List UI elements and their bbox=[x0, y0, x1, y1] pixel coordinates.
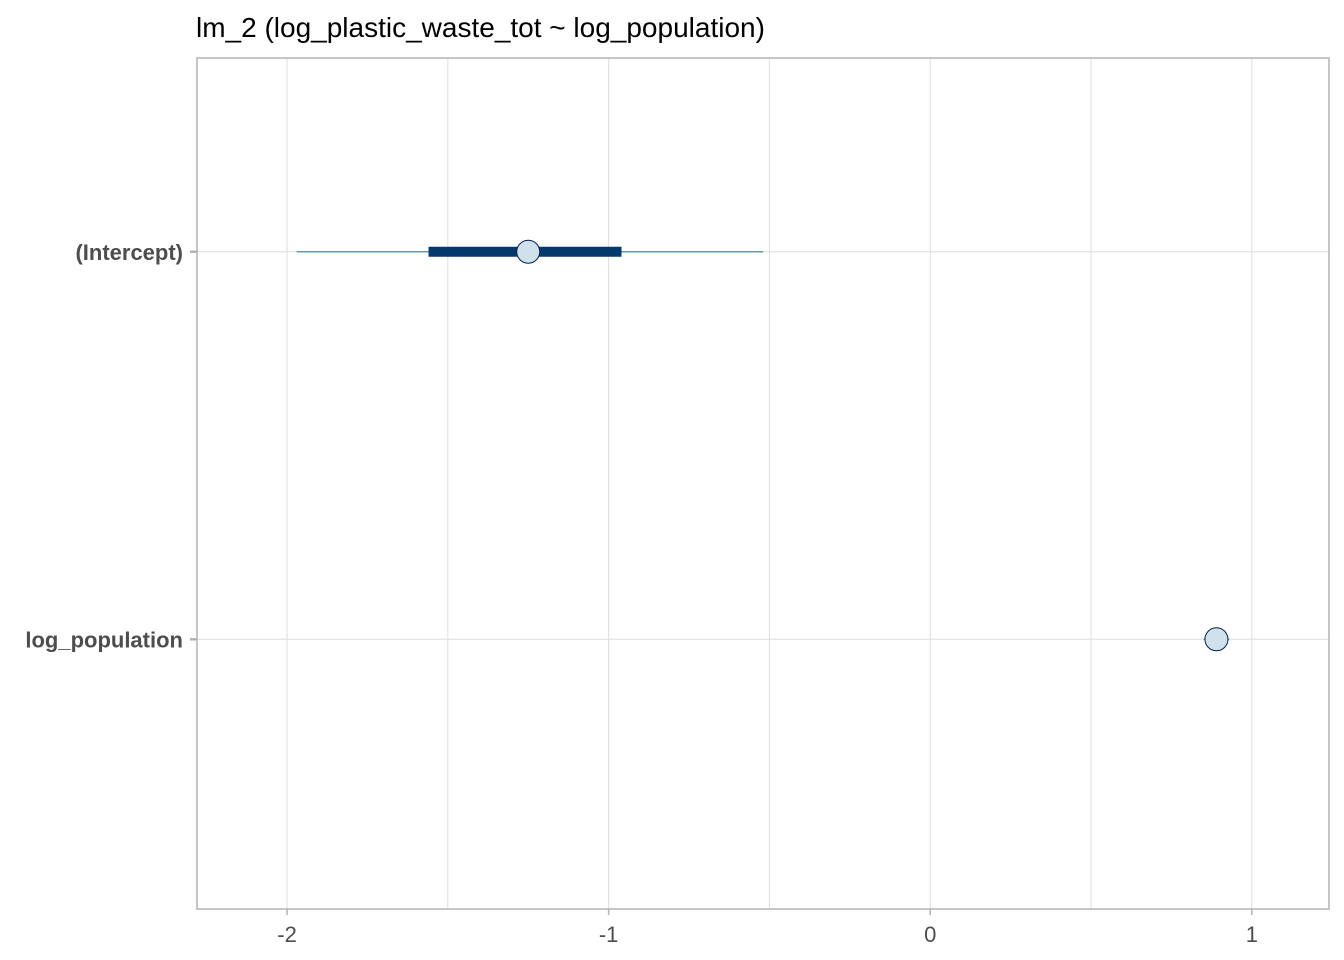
point-estimate bbox=[516, 239, 541, 264]
axis-layer: (Intercept) log_population -2 -1 0 1 bbox=[25, 240, 1258, 947]
y-tick-label: log_population bbox=[25, 627, 183, 652]
chart-title: lm_2 (log_plastic_waste_tot ~ log_popula… bbox=[196, 12, 765, 43]
y-tick-label: (Intercept) bbox=[75, 240, 183, 265]
x-tick-label: -2 bbox=[277, 922, 297, 947]
x-tick-label: -1 bbox=[599, 922, 619, 947]
point-estimate bbox=[1204, 627, 1229, 652]
x-tick-label: 1 bbox=[1246, 922, 1258, 947]
x-tick-label: 0 bbox=[924, 922, 936, 947]
grid-layer bbox=[197, 58, 1329, 909]
interval-layer bbox=[296, 239, 1230, 652]
panel-border bbox=[196, 57, 1330, 910]
